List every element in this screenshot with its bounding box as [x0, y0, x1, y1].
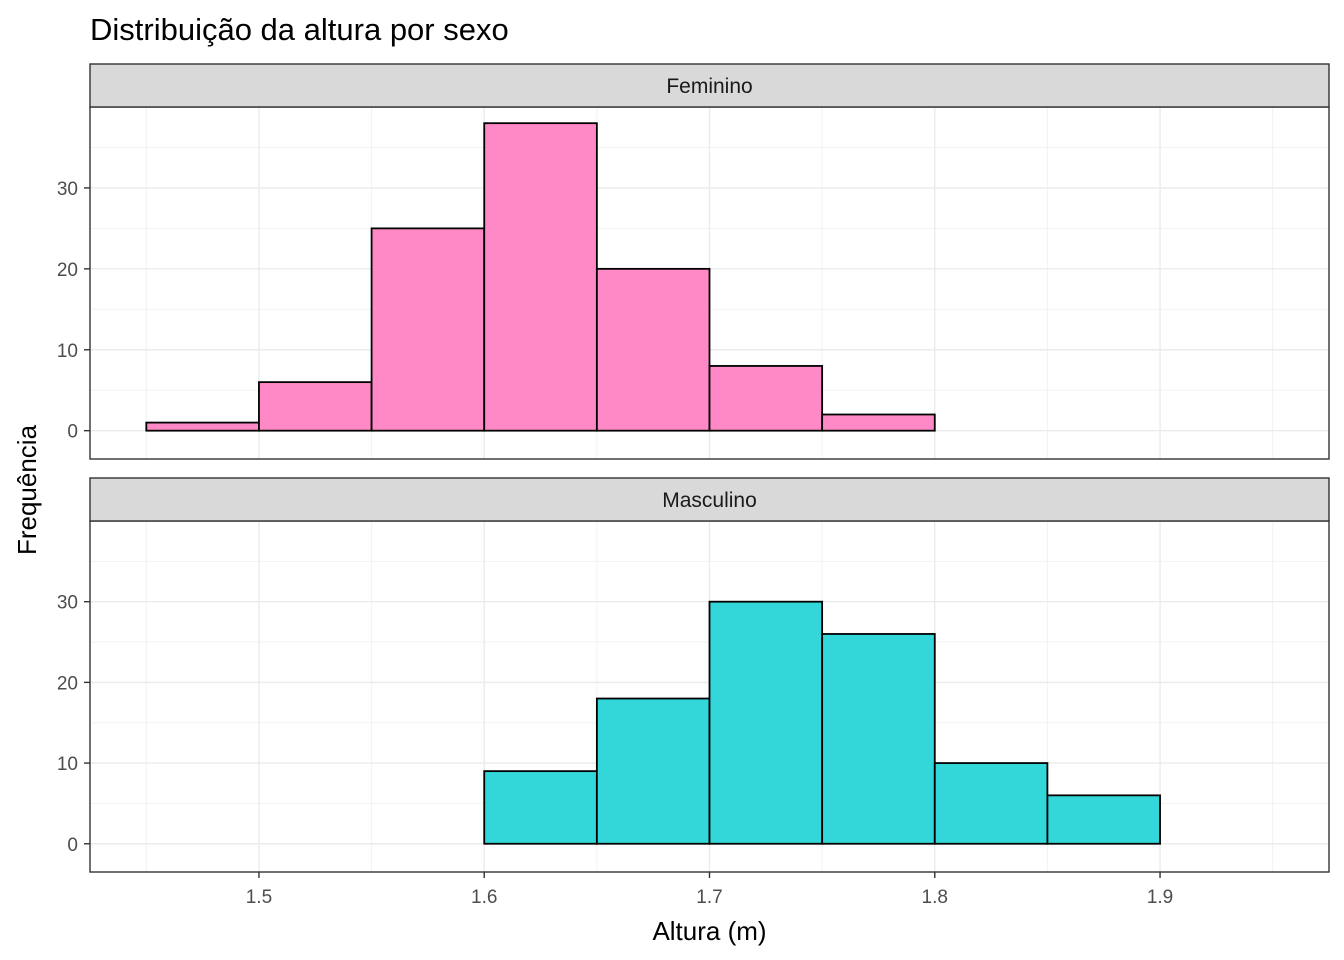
y-tick-label: 10: [57, 341, 78, 362]
y-tick-label: 20: [57, 260, 78, 281]
x-tick-label: 1.9: [1147, 887, 1173, 908]
histogram-bar: [258, 381, 373, 432]
x-axis: 1.5 1.6 1.7 1.8 1.9: [246, 872, 1173, 908]
y-tick-label: 30: [57, 179, 78, 200]
panel-feminino: Feminino 0 10 20 30: [57, 63, 1330, 460]
facet-strip: [89, 63, 1330, 108]
panel-masculino: Masculino 0 10 20 30: [57, 477, 1330, 873]
y-axis-title: Frequência: [12, 424, 42, 555]
facet-strip: [89, 477, 1330, 522]
y-tick-label: 0: [67, 422, 78, 443]
y-tick-label: 0: [67, 835, 78, 856]
x-tick-label: 1.8: [922, 887, 948, 908]
histogram-bar: [145, 421, 260, 432]
histogram-bar: [708, 365, 824, 432]
y-tick-label: 30: [57, 593, 78, 614]
facet-strip-label: Masculino: [662, 489, 757, 512]
histogram-bar: [1046, 794, 1161, 845]
histogram-bar: [821, 413, 936, 432]
y-tick-label: 10: [57, 754, 78, 775]
y-axis: 0 10 20 30: [57, 593, 90, 856]
histogram-bar: [370, 227, 486, 432]
facet-strip-label: Feminino: [666, 75, 752, 98]
x-tick-label: 1.7: [696, 887, 722, 908]
histogram-bar: [483, 122, 598, 432]
x-axis-title: Altura (m): [652, 916, 766, 946]
y-tick-label: 20: [57, 673, 78, 694]
histogram-bars: [483, 600, 1161, 845]
histogram-bar: [933, 762, 1049, 845]
histogram-bars: [145, 122, 936, 432]
histogram-bar: [821, 633, 936, 845]
chart-title: Distribuição da altura por sexo: [90, 12, 509, 47]
histogram-bar: [483, 770, 598, 845]
histogram-bar: [595, 267, 711, 432]
histogram-bar: [708, 600, 824, 845]
x-tick-label: 1.6: [471, 887, 497, 908]
histogram-bar: [595, 697, 711, 845]
x-tick-label: 1.5: [246, 887, 272, 908]
y-axis: 0 10 20 30: [57, 179, 90, 443]
